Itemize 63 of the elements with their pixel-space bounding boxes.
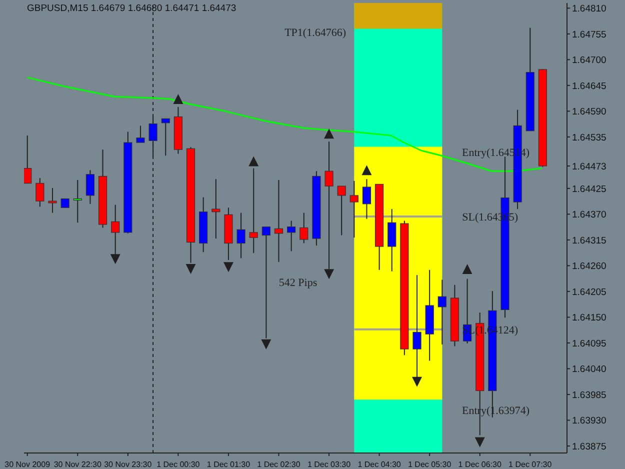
y-tick-label: 1.64755: [572, 29, 606, 40]
x-tick-label: 1 Dec 06:30: [458, 460, 502, 469]
point: [324, 269, 334, 280]
candlestick: [337, 186, 346, 236]
x-tick-label: 1 Dec 07:30: [508, 460, 552, 469]
y-tick-label: 1.64040: [572, 364, 606, 376]
candlestick: [73, 180, 82, 224]
point: [412, 376, 422, 387]
annotation: 542 Pips: [278, 277, 318, 289]
y-tick-label: 1.64150: [572, 312, 606, 324]
candlestick: [36, 178, 44, 208]
candlestick: [249, 168, 258, 254]
candlestick: [388, 208, 396, 272]
candlestick: [350, 180, 358, 238]
candlestick: [300, 212, 308, 244]
y-tick-label: 1.64095: [572, 338, 606, 350]
line-series: [26, 76, 543, 172]
point: [173, 94, 184, 104]
point: [474, 437, 485, 448]
x-tick-label: 1 Dec 02:30: [257, 460, 301, 469]
candlestick: [212, 178, 220, 240]
y-tick-label: 1.63930: [572, 416, 606, 427]
y-tick-label: 1.64260: [572, 261, 606, 272]
candlestick: [362, 178, 372, 220]
y-tick-label: 1.64645: [572, 80, 606, 92]
candlestick: [236, 212, 246, 259]
y-tick-label: 1.64425: [572, 184, 606, 195]
point: [362, 165, 372, 176]
y-tick-label: 1.64810: [572, 4, 606, 15]
point: [110, 254, 120, 264]
x-tick-label: 30 Nov 2009: [4, 460, 51, 469]
candlestick: [287, 220, 296, 252]
x-tick-label: 1 Dec 03:30: [307, 460, 352, 469]
candlestick: [86, 170, 94, 204]
candlestick: [24, 135, 32, 184]
y-tick-label: 1.64370: [572, 210, 606, 221]
point: [248, 156, 259, 166]
y-tick-label: 1.64473: [572, 161, 606, 172]
point: [324, 128, 334, 139]
x-tick-label: 1 Dec 01:30: [206, 460, 251, 469]
point: [261, 339, 272, 350]
candlestick: [438, 279, 446, 345]
point: [186, 264, 196, 274]
point: [462, 264, 472, 274]
y-tick-label: 1.64700: [572, 55, 606, 66]
x-tick-label: 30 Nov 23:30: [104, 460, 152, 469]
candlestick: [161, 118, 170, 156]
y-tick-label: 1.64535: [572, 132, 606, 144]
point: [223, 262, 234, 272]
annotation: TP1(1.64766): [284, 27, 346, 39]
x-tick-label: 1 Dec 05:30: [408, 460, 452, 469]
candlestick: [136, 125, 145, 144]
x-tick-label: 30 Nov 22:30: [54, 460, 102, 469]
y-tick-label: 1.63875: [572, 441, 606, 452]
y-tick-label: 1.64315: [572, 235, 606, 246]
y-tick-label: 1.64590: [572, 106, 606, 118]
candlestick: [48, 187, 57, 214]
y-tick-label: 1.64205: [572, 286, 606, 298]
x-tick-label: 1 Dec 00:30: [156, 460, 200, 469]
candlestick: [274, 180, 284, 262]
y-tick-label: 1.63985: [572, 390, 606, 401]
chart-title: GBPUSD,M15 1.64679 1.64680 1.64471 1.64473: [27, 3, 236, 14]
x-tick-label: 1 Dec 04:30: [358, 460, 402, 469]
